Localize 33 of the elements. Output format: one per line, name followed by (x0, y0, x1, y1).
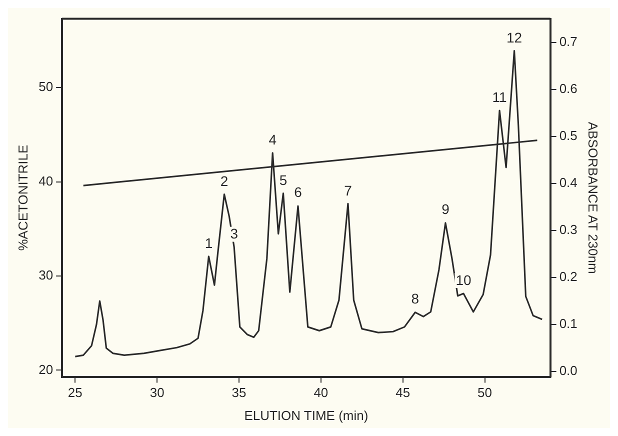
x-tick-label: 45 (396, 385, 410, 400)
x-tick-label: 40 (314, 385, 328, 400)
y-tick-label: 50 (38, 79, 54, 94)
y2-axis-title: ABSORBANCE AT 230nm (586, 122, 601, 274)
y-tick-label: 30 (38, 268, 54, 283)
y2-tick-label: 0.4 (559, 175, 578, 190)
annotation: 2 (220, 172, 228, 189)
x-tick-label: 25 (68, 385, 82, 400)
annotation: 8 (411, 290, 420, 307)
y-axis-title: %ACETONITRILE (15, 144, 30, 251)
y-tick-label: 20 (38, 362, 54, 377)
annotation: 1 (204, 235, 213, 252)
annotation: 7 (344, 182, 352, 198)
annotation: 5 (279, 172, 288, 188)
annotation: 11 (492, 89, 508, 106)
y-tick-label: 40 (38, 173, 54, 188)
x-axis-title: ELUTION TIME (min) (244, 408, 368, 423)
annotation: 12 (506, 30, 522, 46)
y2-tick-label: 0.1 (559, 316, 578, 332)
y2-tick-label: 0.5 (559, 128, 578, 143)
annotation: 9 (442, 201, 450, 218)
x-tick-label: 35 (232, 385, 246, 400)
annotation: 6 (294, 184, 302, 200)
x-tick-label: 50 (478, 385, 492, 400)
y2-tick-label: 0.2 (559, 269, 578, 284)
x-tick-label: 30 (150, 385, 164, 400)
y2-tick-label: 0.7 (559, 34, 578, 49)
annotation: 4 (268, 131, 277, 148)
annotation: 3 (230, 226, 238, 242)
annotation: 10 (456, 272, 472, 288)
y2-tick-label: 0.0 (559, 363, 578, 378)
y2-tick-label: 0.6 (559, 80, 578, 96)
y2-tick-label: 0.3 (559, 222, 578, 238)
